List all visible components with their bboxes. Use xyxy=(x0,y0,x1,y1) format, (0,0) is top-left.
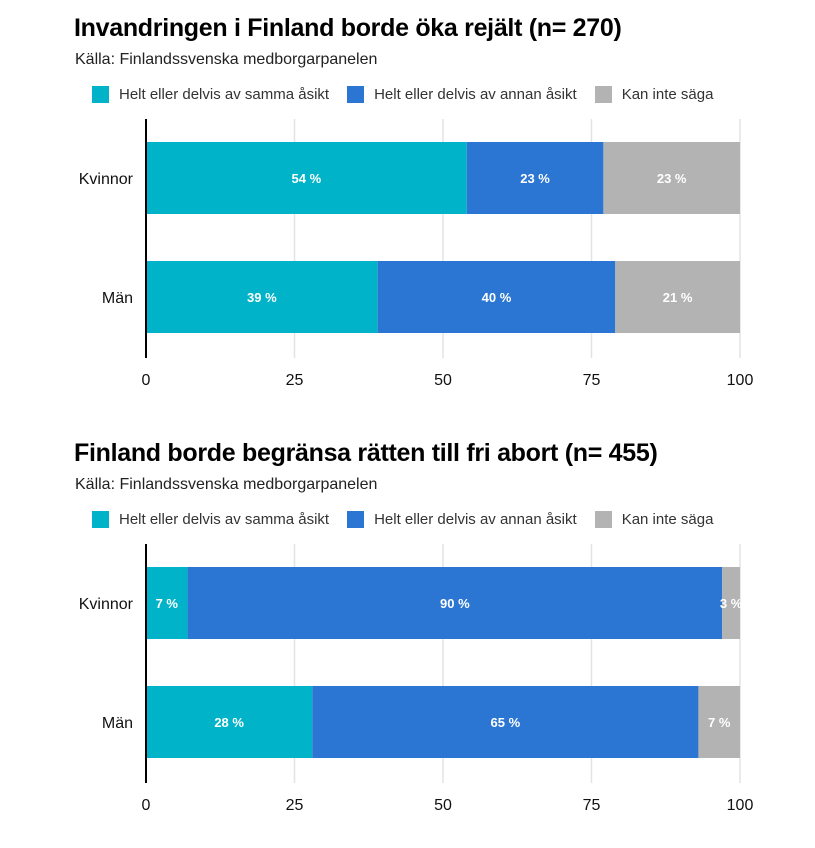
legend-swatch-agree xyxy=(92,86,109,103)
legend-item-unsure: Kan inte säga xyxy=(594,86,714,103)
chart-subtitle: Källa: Finlandssvenska medborgarpanelen xyxy=(75,51,378,68)
bar-segment xyxy=(615,261,740,333)
legend-swatch-disagree xyxy=(347,86,365,103)
x-tick-label: 25 xyxy=(286,372,304,389)
legend-label-agree: Helt eller delvis av samma åsikt xyxy=(119,86,330,103)
legend-item-unsure: Kan inte säga xyxy=(594,511,714,528)
data-label: 39 % xyxy=(247,290,277,305)
category-label: Män xyxy=(102,290,133,307)
data-label: 54 % xyxy=(292,171,322,186)
chart-title: Invandringen i Finland borde öka rejält … xyxy=(74,14,622,42)
plot-area: 0 25 50 75 100 Kvinnor 54 % 23 % 23 % Män 39 % 40 %… xyxy=(79,119,754,389)
x-tick-label: 75 xyxy=(583,797,601,814)
data-label: 23 % xyxy=(657,171,687,186)
x-tick-label: 100 xyxy=(727,797,754,814)
data-label: 7 % xyxy=(708,715,731,730)
legend: Helt eller delvis av samma åsikt Helt el… xyxy=(92,511,731,528)
data-label: 7 % xyxy=(156,596,179,611)
data-label: 23 % xyxy=(520,171,550,186)
x-tick-label: 75 xyxy=(583,372,601,389)
data-label: 21 % xyxy=(663,290,693,305)
bar-segment xyxy=(146,261,378,333)
x-tick-label: 25 xyxy=(286,797,304,814)
category-label: Kvinnor xyxy=(79,596,134,613)
bar-segment xyxy=(377,261,616,333)
x-tick-label: 50 xyxy=(434,797,452,814)
bar-segment xyxy=(146,142,467,214)
data-label: 90 % xyxy=(440,596,470,611)
legend-label-unsure: Kan inte säga xyxy=(621,86,714,103)
x-tick-label: 0 xyxy=(142,797,151,814)
legend-label-disagree: Helt eller delvis av annan åsikt xyxy=(374,511,577,528)
chart-subtitle: Källa: Finlandssvenska medborgarpanelen xyxy=(75,476,378,493)
plot-area: 0 25 50 75 100 Kvinnor 7 % 90 % 3 % Män 28 % 65 % 7 … xyxy=(79,544,754,814)
bar-segment xyxy=(312,686,699,758)
bar-segment xyxy=(466,142,604,214)
legend-swatch-agree xyxy=(92,511,109,528)
legend: Helt eller delvis av samma åsikt Helt el… xyxy=(92,86,731,103)
data-label: 65 % xyxy=(491,715,521,730)
x-tick-label: 50 xyxy=(434,372,452,389)
legend-item-disagree: Helt eller delvis av annan åsikt xyxy=(347,511,577,528)
x-tick-label: 100 xyxy=(727,372,754,389)
legend-label-agree: Helt eller delvis av samma åsikt xyxy=(119,511,330,528)
bar-segment xyxy=(146,686,313,758)
data-label: 3 % xyxy=(720,596,743,611)
bar-segment xyxy=(722,567,740,639)
legend-item-disagree: Helt eller delvis av annan åsikt xyxy=(347,86,577,103)
legend-item-agree: Helt eller delvis av samma åsikt xyxy=(92,511,329,528)
category-label: Män xyxy=(102,715,133,732)
bar-segment xyxy=(698,686,740,758)
bar-segment xyxy=(603,142,740,214)
data-label: 28 % xyxy=(214,715,244,730)
bar-segment xyxy=(146,567,188,639)
bar-segment xyxy=(187,567,723,639)
data-label: 40 % xyxy=(482,290,512,305)
legend-label-disagree: Helt eller delvis av annan åsikt xyxy=(374,86,577,103)
x-tick-label: 0 xyxy=(142,372,151,389)
legend-swatch-disagree xyxy=(347,511,365,528)
legend-swatch-unsure xyxy=(594,511,612,528)
legend-item-agree: Helt eller delvis av samma åsikt xyxy=(92,86,329,103)
legend-label-unsure: Kan inte säga xyxy=(621,511,714,528)
category-label: Kvinnor xyxy=(79,171,134,188)
chart-title: Finland borde begränsa rätten till fri a… xyxy=(74,439,658,467)
legend-swatch-unsure xyxy=(594,86,612,103)
